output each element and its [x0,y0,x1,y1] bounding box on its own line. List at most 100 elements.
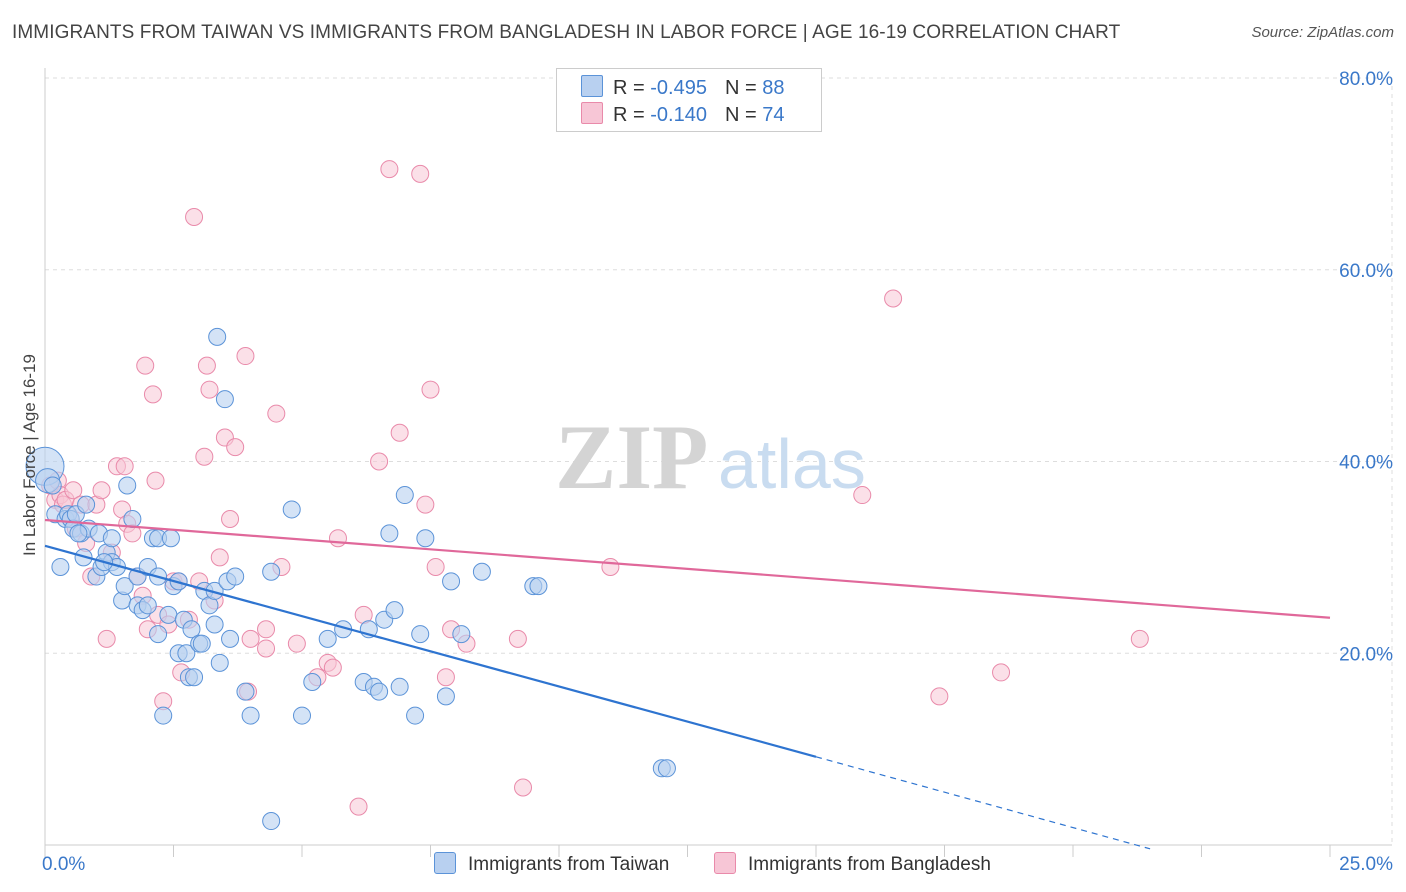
taiwan-point [51,557,70,576]
taiwan-point [149,625,168,644]
bangladesh-point [328,529,347,548]
legend-row-taiwan: R = -0.495 N = 88 [581,75,784,100]
taiwan-point [161,529,180,548]
taiwan-swatch [581,75,603,97]
taiwan-n-label: N = [724,77,763,99]
bangladesh-point [411,164,430,183]
bangladesh-point [601,557,620,576]
taiwan-point [185,668,204,687]
bangladesh-n-label: N = [724,104,763,126]
bangladesh-point [349,797,368,816]
bangladesh-n-value: 74 [762,104,785,126]
bangladesh-point [241,629,260,648]
taiwan-point [241,706,260,725]
taiwan-legend-label: Immigrants from Taiwan [468,854,670,875]
taiwan-point [118,476,137,495]
taiwan-point [452,625,471,644]
taiwan-point [159,605,178,624]
bangladesh-point [143,385,162,404]
taiwan-point [215,390,234,409]
bangladesh-point [200,380,219,399]
taiwan-point [138,596,157,615]
bangladesh-point [992,663,1011,682]
bangladesh-point [884,289,903,308]
bangladesh-point [508,629,527,648]
bangladesh-point [146,471,165,490]
bottom-legend-taiwan[interactable]: Immigrants from Taiwan [434,852,669,876]
taiwan-trend-extension [815,756,1151,850]
taiwan-point [436,687,455,706]
bangladesh-point [64,481,83,500]
taiwan-point [262,812,281,831]
bangladesh-legend-label: Immigrants from Bangladesh [748,854,991,875]
bangladesh-point [426,557,445,576]
bangladesh-point [323,658,342,677]
taiwan-point [123,510,142,529]
bangladesh-point [221,510,240,529]
taiwan-point [262,562,281,581]
x-tick-label: 25.0% [1339,854,1393,875]
taiwan-point [370,682,389,701]
taiwan-point [529,577,548,596]
taiwan-legend-swatch [434,852,456,874]
taiwan-r-label: R = [613,77,651,99]
bangladesh-point [185,208,204,227]
taiwan-point [390,677,409,696]
bangladesh-point [390,423,409,442]
taiwan-point [210,653,229,672]
taiwan-point [115,577,134,596]
y-tick-label: 40.0% [1339,453,1393,474]
taiwan-point [77,495,96,514]
bangladesh-r-label: R = [613,104,651,126]
chart-title: IMMIGRANTS FROM TAIWAN VS IMMIGRANTS FRO… [12,22,1121,43]
taiwan-point [472,562,491,581]
taiwan-point [657,759,676,778]
taiwan-point [236,682,255,701]
bangladesh-point [195,447,214,466]
y-tick-label: 60.0% [1339,261,1393,282]
taiwan-r-value: -0.495 [650,77,707,99]
y-axis-label: In Labor Force | Age 16-19 [20,354,39,556]
taiwan-point [293,706,311,725]
bangladesh-point [421,380,440,399]
bangladesh-point [267,404,286,423]
bangladesh-swatch [581,102,603,124]
tick-labels: 20.0% 40.0% 60.0% 80.0% 0.0% 25.0% [42,69,1393,875]
correlation-legend: R = -0.495 N = 88 R = -0.140 N = 74 [556,68,822,132]
taiwan-point [43,476,62,495]
taiwan-trend-line [44,544,817,758]
taiwan-point [406,706,425,725]
trend-lines [44,518,1331,850]
bangladesh-point [416,495,435,514]
y-tick-label: 20.0% [1339,644,1393,665]
bangladesh-point [197,356,216,375]
taiwan-point [192,634,211,653]
watermark-zip: ZIP [555,406,708,508]
x-tick-label: 0.0% [42,854,85,875]
legend-row-bangladesh: R = -0.140 N = 74 [581,102,784,127]
zipatlas-watermark: ZIP atlas [555,406,866,508]
taiwan-point [177,644,196,663]
source-credit: Source: ZipAtlas.com [1251,24,1394,41]
bangladesh-point [136,356,155,375]
taiwan-point [395,486,414,505]
taiwan-point [442,572,461,591]
bangladesh-point [287,634,306,653]
bangladesh-point [930,687,949,706]
bangladesh-point [210,548,229,567]
taiwan-points [25,327,676,831]
bangladesh-trend-line [44,518,1331,619]
bangladesh-point [92,481,111,500]
taiwan-point [221,629,240,648]
bangladesh-point [97,629,116,648]
bangladesh-point [514,778,533,797]
taiwan-point [154,706,173,725]
bangladesh-point [853,486,872,505]
taiwan-n-value: 88 [762,77,785,99]
bangladesh-point [436,668,455,687]
taiwan-point [69,524,88,543]
bangladesh-point [236,347,255,366]
bangladesh-point [380,160,399,179]
bottom-legend-bangladesh[interactable]: Immigrants from Bangladesh [714,852,991,876]
bangladesh-point [1130,629,1149,648]
